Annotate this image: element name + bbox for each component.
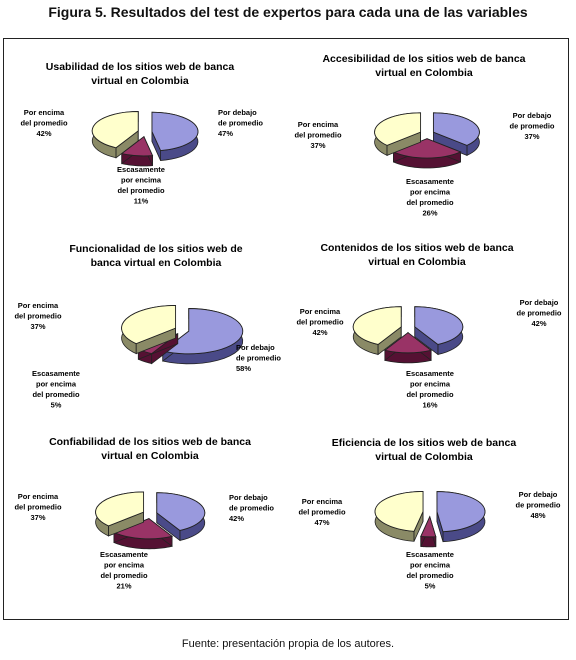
slice-percent-label: 37%	[30, 322, 45, 331]
pie-slice-encima	[95, 491, 145, 527]
pie-slice-escasamente	[392, 138, 462, 159]
chart-title-line: virtual en Colombia	[375, 67, 473, 79]
slice-category-label: Por encima	[298, 120, 339, 129]
slice-percent-label: 21%	[116, 582, 131, 591]
slice-category-label: de promedio	[516, 309, 561, 318]
pie-chart-1: Usabilidad de los sitios web de banca vir…	[20, 61, 263, 206]
slice-category-label: de promedio	[218, 119, 263, 128]
slice-category-label: Por debajo	[520, 298, 559, 307]
slice-percent-label: 47%	[314, 518, 329, 527]
slice-percent-label: 48%	[530, 511, 545, 520]
slice-category-label: Por debajo	[218, 108, 257, 117]
figure-source: Fuente: presentación propia de los autor…	[181, 638, 395, 650]
pie-slice-debajo	[436, 491, 486, 533]
slice-category-label: Escasamente	[32, 369, 80, 378]
slice-category-label: del promedio	[117, 186, 165, 195]
slice-category-label: Por debajo	[229, 493, 268, 502]
slice-category-label: del promedio	[406, 198, 454, 207]
chart-title-line: Accesibilidad de los sitios web de banca	[322, 53, 525, 65]
slice-category-label: de promedio	[236, 354, 281, 363]
slice-percent-label: 47%	[218, 129, 233, 138]
slice-percent-label: 26%	[422, 209, 437, 218]
slice-percent-label: 5%	[51, 401, 62, 410]
slice-percent-label: 5%	[425, 582, 436, 591]
slice-percent-label: 58%	[236, 364, 251, 373]
pie-chart-3: Funcionalidad de los sitios web de banca …	[14, 243, 281, 410]
slice-category-label: Por encima	[18, 301, 59, 310]
pie-slice-debajo	[156, 492, 206, 531]
slice-category-label: del promedio	[32, 390, 80, 399]
pie-slice-encima	[352, 306, 402, 345]
chart-title-line: banca virtual en Colombia	[91, 257, 222, 269]
pie-slice-encima	[91, 111, 139, 149]
slice-percent-label: 16%	[422, 401, 437, 410]
slice-category-label: del promedio	[294, 131, 342, 140]
slice-category-label: de promedio	[515, 501, 560, 510]
slice-percent-label: 42%	[531, 319, 546, 328]
slice-category-label: Escasamente	[406, 369, 454, 378]
slice-category-label: Por encima	[18, 492, 59, 501]
figure-title: Figura 5. Resultados del test de experto…	[48, 4, 528, 20]
pie-slice-debajo	[432, 112, 480, 146]
slice-category-label: del promedio	[14, 312, 62, 321]
slice-category-label: por encima	[104, 561, 145, 570]
pie-slice-encima	[121, 305, 177, 345]
pie-chart-2: Accesibilidad de los sitios web de banca…	[294, 53, 554, 218]
chart-title-line: Contenidos de los sitios web de banca	[320, 242, 513, 254]
slice-category-label: por encima	[410, 561, 451, 570]
slice-category-label: Por debajo	[513, 111, 552, 120]
pie-chart-6: Eficiencia de los sitios web de banca vir…	[298, 437, 560, 591]
pie-slice-debajo	[414, 306, 464, 345]
chart-title-line: Confiabilidad de los sitios web de banca	[49, 436, 251, 448]
chart-title-line: Eficiencia de los sitios web de banca	[332, 437, 517, 449]
pie-slice-debajo	[151, 111, 199, 152]
slice-percent-label: 42%	[312, 328, 327, 337]
slice-category-label: Escasamente	[117, 165, 165, 174]
slice-category-label: Por encima	[300, 307, 341, 316]
chart-title-line: virtual de Colombia	[375, 451, 473, 463]
slice-percent-label: 37%	[524, 132, 539, 141]
slice-category-label: Por encima	[24, 108, 65, 117]
pie-chart-5: Confiabilidad de los sitios web de banca…	[14, 436, 274, 591]
slice-percent-label: 37%	[310, 141, 325, 150]
chart-title-line: Usabilidad de los sitios web de banca	[46, 61, 235, 73]
slice-category-label: por encima	[410, 380, 451, 389]
chart-title-line: virtual en Colombia	[101, 450, 199, 462]
pie-slice-encima	[374, 112, 422, 146]
chart-title-line: Funcionalidad de los sitios web de	[69, 243, 242, 255]
pie-slice-escasamente	[420, 515, 437, 538]
slice-category-label: por encima	[410, 188, 451, 197]
slice-category-label: Escasamente	[406, 550, 454, 559]
slice-percent-label: 42%	[36, 129, 51, 138]
chart-title-line: virtual en Colombia	[91, 75, 189, 87]
slice-percent-label: 11%	[134, 197, 149, 206]
slice-category-label: Por debajo	[519, 490, 558, 499]
slice-category-label: Por encima	[302, 497, 343, 506]
slice-category-label: por encima	[121, 176, 162, 185]
pie-slice-debajo	[161, 308, 244, 355]
slice-category-label: del promedio	[406, 390, 454, 399]
slice-category-label: Escasamente	[406, 177, 454, 186]
pie-chart-4: Contenidos de los sitios web de banca vir…	[296, 242, 561, 410]
slice-category-label: del promedio	[296, 318, 344, 327]
slice-category-label: de promedio	[229, 504, 274, 513]
slice-percent-label: 42%	[229, 514, 244, 523]
slice-category-label: del promedio	[406, 571, 454, 580]
slice-category-label: de promedio	[509, 122, 554, 131]
slice-category-label: Escasamente	[100, 550, 148, 559]
pie-slice-encima	[374, 490, 424, 532]
pie-slice-escasamente	[383, 332, 433, 354]
slice-percent-label: 37%	[30, 513, 45, 522]
slice-category-label: del promedio	[298, 508, 346, 517]
figure-frame	[3, 38, 569, 620]
slice-category-label: del promedio	[20, 119, 68, 128]
slice-category-label: del promedio	[100, 571, 148, 580]
chart-title-line: virtual en Colombia	[368, 256, 466, 268]
slice-category-label: del promedio	[14, 503, 62, 512]
slice-category-label: por encima	[36, 380, 77, 389]
slice-category-label: Por debajo	[236, 343, 275, 352]
